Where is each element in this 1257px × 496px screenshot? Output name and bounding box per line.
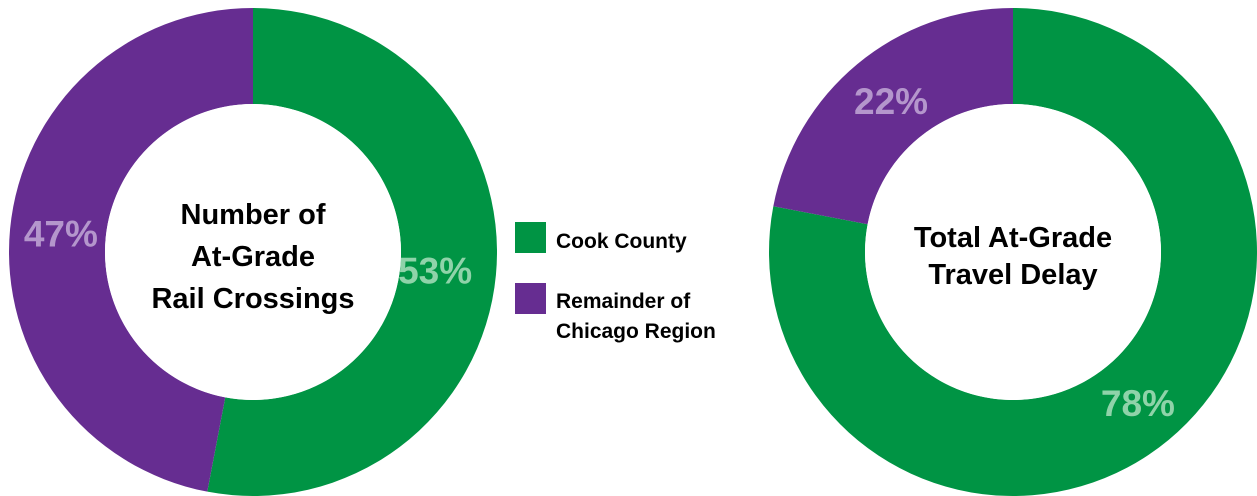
donut-chart-rail-crossings: 53% 47% Number of At-Grade Rail Crossings — [9, 8, 497, 496]
chart-title-line: At-Grade — [191, 241, 315, 273]
donut-slice-cook-county — [769, 8, 1257, 496]
chart-title-line: Total At-Grade — [914, 222, 1112, 254]
legend-swatch — [515, 222, 546, 253]
slice-percent-label: 47% — [24, 214, 98, 255]
slice-percent-label: 22% — [854, 81, 928, 122]
legend-label: Remainder of — [556, 290, 691, 313]
legend-item: Remainder of Chicago Region — [515, 283, 716, 343]
legend: Cook County Remainder of Chicago Region — [515, 222, 716, 343]
legend-swatch — [515, 283, 546, 314]
donut-slice-remainder-of-chicago-region — [9, 8, 253, 492]
donut-hole — [865, 104, 1161, 400]
legend-item: Cook County — [515, 222, 687, 253]
legend-label: Chicago Region — [556, 320, 716, 343]
slice-percent-label: 78% — [1101, 383, 1175, 424]
donut-slice-remainder-of-chicago-region — [773, 7, 1013, 225]
chart-title-line: Rail Crossings — [151, 283, 354, 315]
slice-percent-label: 53% — [398, 250, 472, 291]
chart-title-line: Travel Delay — [928, 259, 1097, 291]
legend-label: Cook County — [556, 230, 687, 253]
donut-chart-travel-delay: 78% 22% Total At-Grade Travel Delay — [769, 7, 1257, 496]
chart-title-line: Number of — [181, 199, 326, 231]
donut-slice-cook-county — [207, 8, 497, 496]
donut-hole — [105, 104, 401, 400]
